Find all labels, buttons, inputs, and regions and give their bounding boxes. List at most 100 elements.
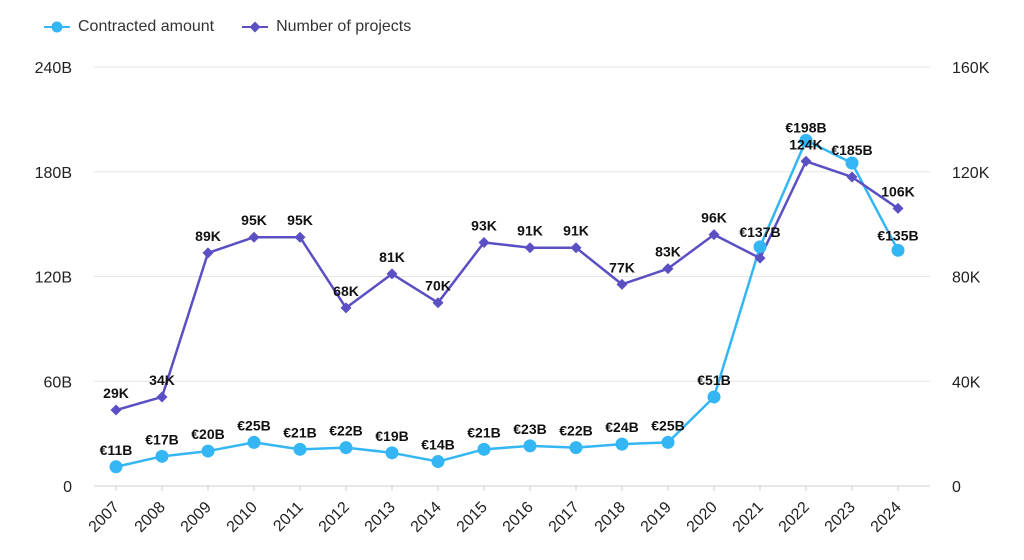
data-label-contracted-amount: €23B [513,421,546,437]
x-tick-label: 2023 [822,499,859,536]
x-tick-label: 2024 [868,499,905,536]
data-label-number-of-projects: 95K [287,212,313,228]
data-point-number-of-projects [202,247,214,259]
data-label-contracted-amount: €135B [877,227,918,243]
data-point-number-of-projects [616,278,628,290]
y-left-tick-label: 240B [35,60,72,77]
x-tick-label: 2011 [270,499,306,535]
data-label-number-of-projects: 95K [241,212,267,228]
data-point-contracted-amount [339,441,353,455]
data-labels: €11B €17B €20B €25B €21B €22B €19B €14B €21B €23B… [100,119,919,457]
legend-item-contracted-amount[interactable]: Contracted amount [44,18,214,36]
data-point-contracted-amount [201,444,215,458]
y-right-tick-label: 120K [952,165,990,182]
x-tick-label: 2013 [362,499,399,536]
y-axis-left: 0 60B 120B 180B 240B [35,60,72,496]
data-label-contracted-amount: €22B [329,423,362,439]
y-left-tick-label: 60B [44,374,72,391]
data-point-number-of-projects [432,297,444,309]
data-label-contracted-amount: €22B [559,423,592,439]
x-tick-label: 2007 [86,499,123,536]
data-point-contracted-amount [431,455,445,469]
legend-label-number-of-projects: Number of projects [276,18,412,35]
y-axis-right: 0 40K 80K 120K 160K [952,60,990,496]
y-left-tick-label: 180B [35,165,72,182]
data-point-contracted-amount [523,439,537,453]
data-point-number-of-projects [156,391,168,403]
data-label-contracted-amount: €198B [785,119,826,135]
data-label-contracted-amount: €25B [651,417,684,433]
x-tick-label: 2014 [408,499,445,536]
y-left-tick-label: 120B [35,270,72,287]
series-lines [115,139,900,469]
data-point-contracted-amount [891,243,905,257]
data-label-number-of-projects: 91K [517,223,543,239]
data-point-number-of-projects [662,263,674,275]
data-point-number-of-projects [340,302,352,314]
data-point-contracted-amount [293,442,307,456]
data-label-contracted-amount: €24B [605,419,638,435]
y-right-tick-label: 160K [952,60,990,77]
x-tick-label: 2008 [132,499,169,536]
data-label-number-of-projects: 68K [333,283,359,299]
x-tick-label: 2019 [638,499,675,536]
data-point-number-of-projects [754,252,766,264]
data-label-contracted-amount: €25B [237,417,270,433]
y-right-tick-label: 40K [952,374,981,391]
data-point-number-of-projects [110,404,122,416]
x-axis: 2007 2008 2009 2010 2011 2012 2013 2014 2015 2016… [86,486,905,536]
x-tick-label: 2015 [454,499,491,536]
data-label-contracted-amount: €11B [100,442,133,458]
data-label-number-of-projects: 89K [195,228,221,244]
data-point-contracted-amount [845,156,859,170]
x-tick-label: 2022 [776,499,813,536]
data-label-number-of-projects: 96K [701,210,727,226]
data-point-number-of-projects [248,231,260,243]
data-point-contracted-amount [569,441,583,455]
data-label-contracted-amount: €21B [283,424,316,440]
data-label-number-of-projects: 81K [379,249,405,265]
data-point-contracted-amount [385,446,399,460]
data-label-number-of-projects: 77K [609,259,635,275]
data-label-number-of-projects: 83K [655,244,681,260]
y-right-tick-label: 80K [952,270,981,287]
data-label-number-of-projects: 29K [103,385,129,401]
series-line-number-of-projects [115,160,899,412]
data-point-contracted-amount [799,133,813,147]
x-tick-label: 2017 [546,499,583,536]
data-label-contracted-amount: €17B [145,431,178,447]
x-tick-label: 2009 [178,499,215,536]
data-point-contracted-amount [155,449,169,463]
x-tick-label: 2010 [224,499,261,536]
y-left-tick-label: 0 [63,479,72,496]
series-line-contracted-amount [115,139,900,469]
legend-item-number-of-projects[interactable]: Number of projects [242,18,411,36]
data-label-contracted-amount: €137B [739,224,780,240]
data-label-number-of-projects: 91K [563,223,589,239]
data-label-contracted-amount: €20B [191,426,224,442]
data-label-number-of-projects: 34K [149,372,175,388]
data-point-number-of-projects [524,242,536,254]
data-point-number-of-projects [570,242,582,254]
data-point-number-of-projects [800,155,812,167]
data-label-contracted-amount: €185B [831,142,872,158]
x-tick-label: 2018 [592,499,629,536]
data-label-contracted-amount: €19B [375,428,408,444]
data-label-number-of-projects: 70K [425,278,451,294]
data-point-contracted-amount [753,240,767,254]
data-label-number-of-projects: 124K [789,136,822,152]
data-point-number-of-projects [892,202,904,214]
data-point-contracted-amount [615,437,629,451]
data-point-number-of-projects [478,236,490,248]
series-markers [109,133,905,474]
diamond-marker-icon [242,21,269,33]
x-tick-label: 2020 [684,499,721,536]
data-point-contracted-amount [707,390,721,404]
gridlines [94,66,930,487]
x-tick-label: 2016 [500,499,537,536]
data-label-contracted-amount: €14B [421,437,454,453]
data-label-contracted-amount: €21B [467,424,500,440]
data-label-contracted-amount: €51B [697,372,730,388]
data-point-number-of-projects [386,268,398,280]
